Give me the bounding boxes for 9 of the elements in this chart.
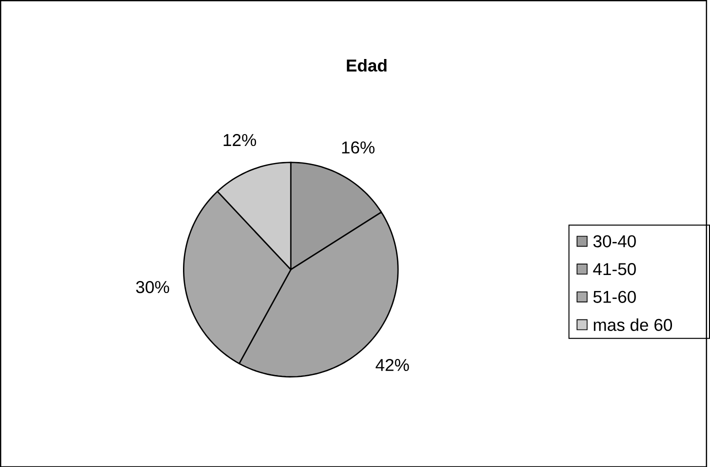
chart-title: Edad <box>346 58 386 72</box>
data-label: 30% <box>136 280 170 293</box>
legend-label: 51-60 <box>593 290 636 303</box>
legend-label: 41-50 <box>593 262 636 275</box>
data-label: 16% <box>342 141 374 154</box>
data-label: 12% <box>224 134 256 146</box>
data-label: 42% <box>376 358 409 371</box>
legend-label: mas de 60 <box>594 318 672 331</box>
legend-label: 30-40 <box>593 235 636 248</box>
